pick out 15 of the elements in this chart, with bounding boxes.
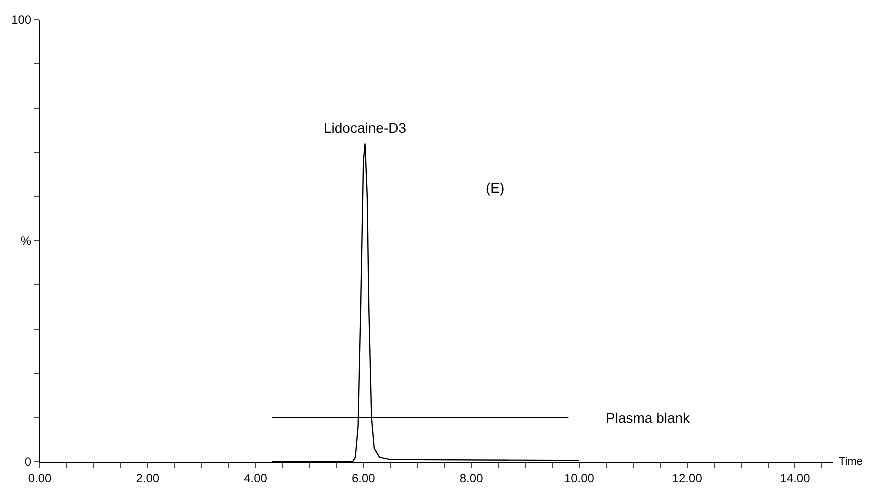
y-tick-label: % [20,234,32,248]
x-tick-label: 6.00 [352,471,376,486]
text: Plasma blank [606,410,692,426]
x-tick-label: 8.00 [460,471,484,486]
x-tick-label: 12.00 [672,471,703,486]
y-tick-label: 100 [12,13,32,28]
x-tick-label: 2.00 [136,471,160,486]
x-tick-label: 4.00 [244,471,268,486]
annotation: (E) [486,180,505,196]
series-label: Lidocaine-D3 [324,120,407,136]
x-axis-title: Time [839,456,864,468]
x-tick-label: 0.00 [28,471,52,486]
x-tick-label: 10.00 [564,471,595,486]
y-tick-label: 0 [24,455,32,470]
x-tick-label: 14.00 [780,471,811,486]
